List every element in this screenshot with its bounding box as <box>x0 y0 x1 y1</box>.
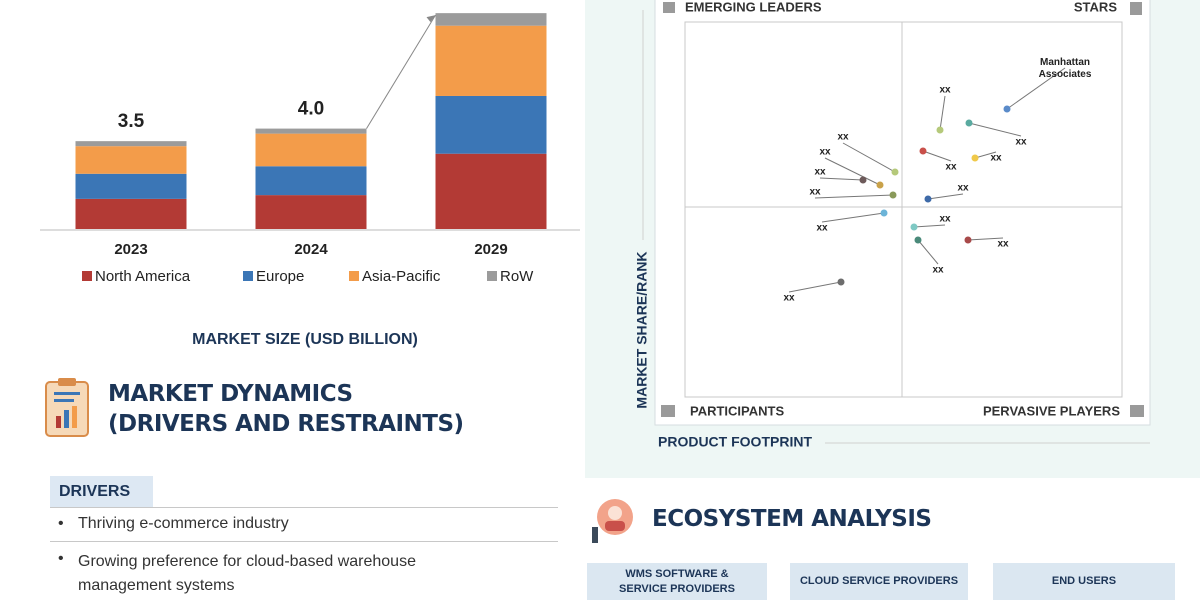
section-title: ECOSYSTEM ANALYSIS <box>652 506 932 532</box>
point-label: xx <box>1015 137 1027 148</box>
point-label: xx <box>932 265 944 276</box>
legend-label: Asia-Pacific <box>362 268 441 285</box>
arrow-head <box>426 15 436 23</box>
legend-swatch <box>349 271 359 281</box>
growth-arrow <box>366 14 436 129</box>
point-label: xx <box>809 187 821 198</box>
section-title: MARKET DYNAMICS <box>108 381 353 407</box>
legend-swatch <box>82 271 92 281</box>
point-label: xx <box>837 132 849 143</box>
leader-line <box>1006 67 1066 110</box>
point-label: xx <box>819 147 831 158</box>
point-label: xx <box>957 183 969 194</box>
legend-label: Europe <box>256 268 304 285</box>
leader-line <box>821 212 885 223</box>
point <box>914 236 922 244</box>
legend-label: RoW <box>500 268 534 285</box>
point <box>859 176 867 184</box>
leader-line <box>967 237 1004 241</box>
bar-segment <box>435 25 547 96</box>
leader-line <box>927 193 964 200</box>
leader-line <box>788 281 842 293</box>
point <box>1003 105 1011 113</box>
drivers-heading: DRIVERS <box>50 476 153 507</box>
quadrant-label: PERVASIVE PLAYERS <box>983 403 1120 418</box>
point <box>891 168 899 176</box>
point <box>837 278 845 286</box>
divider <box>50 507 558 508</box>
axis-label: PRODUCT FOOTPRINT <box>658 434 812 450</box>
point-label: xx <box>939 85 951 96</box>
x-tick-label: 2023 <box>114 241 147 258</box>
bar-segment <box>75 141 187 147</box>
bar-segment <box>255 195 367 229</box>
bar-segment <box>435 153 547 229</box>
leader-line <box>968 122 1022 137</box>
leader-line <box>939 95 946 131</box>
x-tick-label: 2029 <box>474 241 507 258</box>
bar-segment <box>255 128 367 134</box>
section-title: (DRIVERS AND RESTRAINTS) <box>108 411 464 437</box>
bar-segment <box>435 13 547 26</box>
leader-line <box>974 151 997 159</box>
driver-item: Growing preference for cloud-based wareh… <box>78 553 416 594</box>
bar-segment <box>75 173 187 199</box>
bar-segment <box>435 95 547 154</box>
leader-line <box>917 239 939 265</box>
driver-item: Thriving e-commerce industry <box>78 515 289 532</box>
chart-caption: MARKET SIZE (USD BILLION) <box>192 331 418 348</box>
total-label: 4.0 <box>298 99 324 120</box>
point <box>924 195 932 203</box>
ecosystem-box: WMS SOFTWARE & SERVICE PROVIDERS <box>587 563 767 600</box>
point <box>971 154 979 162</box>
point <box>936 126 944 134</box>
leader-line <box>814 194 894 199</box>
x-tick-label: 2024 <box>294 241 328 258</box>
point-label: xx <box>783 293 795 304</box>
bar-segment <box>255 133 367 167</box>
ecosystem-icon <box>592 499 633 543</box>
point-label: xx <box>816 223 828 234</box>
bar-segment <box>75 198 187 229</box>
bullet: • <box>58 550 64 567</box>
point-label: xx <box>945 162 957 173</box>
bar-segment <box>75 146 187 174</box>
total-label: 8.6 <box>478 0 504 4</box>
axis-label: MARKET SHARE/RANK <box>634 251 650 408</box>
point <box>919 147 927 155</box>
point-label: xx <box>814 167 826 178</box>
divider <box>50 541 558 542</box>
point <box>964 236 972 244</box>
point <box>965 119 973 127</box>
total-label: 3.5 <box>118 111 145 132</box>
quadrant-label: PARTICIPANTS <box>690 403 784 418</box>
leader-line <box>842 142 896 173</box>
quadrant-label: EMERGING LEADERS <box>685 0 822 14</box>
leader-line <box>913 224 946 228</box>
point <box>880 209 888 217</box>
bar-segment <box>255 166 367 196</box>
point <box>889 191 897 199</box>
point <box>876 181 884 189</box>
bullet: • <box>58 515 64 532</box>
quadrant-label: STARS <box>1074 0 1117 14</box>
point-label: Manhattan Associates <box>1039 57 1092 80</box>
bar-chart: 3.5 2023 4.0 2024 8.6 2029 North America Europe… <box>40 0 580 285</box>
dynamics-icon <box>45 378 89 437</box>
leader-line <box>824 157 881 186</box>
point <box>910 223 918 231</box>
point-label: xx <box>939 214 951 225</box>
point-label: xx <box>990 153 1002 164</box>
legend-swatch <box>243 271 253 281</box>
ecosystem-box: END USERS <box>993 563 1175 600</box>
ecosystem-box: CLOUD SERVICE PROVIDERS <box>790 563 968 600</box>
leader-line <box>922 150 952 162</box>
leader-line <box>819 177 864 181</box>
legend-label: North America <box>95 268 191 285</box>
quadrant-chart: EMERGING LEADERS STARS PARTICIPANTS PERVASI… <box>634 0 1151 450</box>
legend-swatch <box>487 271 497 281</box>
point-label: xx <box>997 239 1009 250</box>
